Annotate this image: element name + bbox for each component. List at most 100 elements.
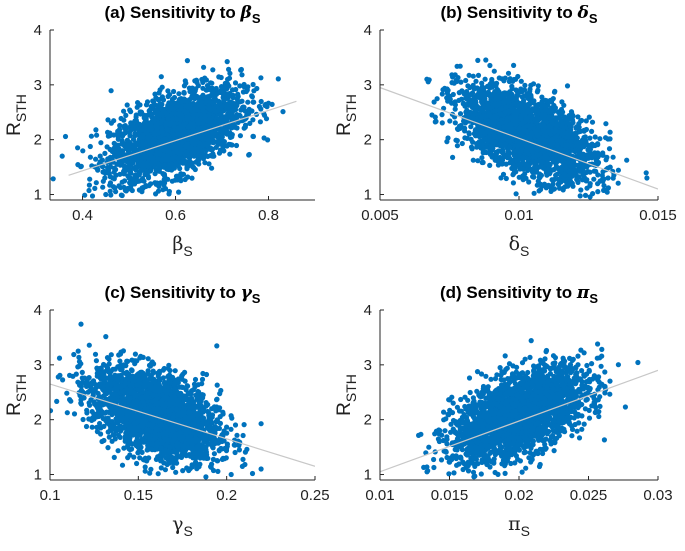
scatter-point: [492, 89, 498, 95]
scatter-point: [254, 85, 260, 92]
scatter-point: [181, 108, 187, 114]
scatter-point: [583, 118, 589, 124]
scatter-point: [88, 133, 94, 139]
scatter-point: [133, 112, 139, 118]
scatter-point: [498, 175, 504, 181]
scatter-point: [256, 103, 262, 110]
scatter-point: [464, 89, 470, 95]
x-axis-label: βS: [172, 233, 192, 259]
scatter-point: [195, 135, 201, 141]
scatter-point: [527, 86, 533, 92]
scatter-point: [574, 135, 580, 141]
scatter-point: [105, 117, 111, 123]
scatter-point: [153, 191, 159, 197]
scatter-point: [94, 132, 100, 138]
scatter-point: [554, 121, 560, 127]
scatter-point: [280, 109, 286, 115]
scatter-point: [595, 154, 601, 160]
scatter-point: [103, 191, 109, 198]
scatter-point: [191, 112, 197, 118]
scatter-point: [546, 164, 552, 170]
scatter-point: [499, 120, 505, 126]
scatter-point: [50, 176, 56, 182]
scatter-point: [117, 122, 123, 129]
scatter-point: [439, 120, 445, 126]
scatter-point: [480, 150, 486, 156]
scatter-point: [195, 127, 201, 133]
scatter-point: [514, 143, 521, 149]
scatter-point: [117, 126, 123, 133]
scatter-point: [513, 87, 519, 93]
scatter-point: [529, 149, 536, 155]
scatter-point: [538, 162, 544, 169]
scatter-point: [127, 133, 133, 139]
scatter-point: [439, 112, 445, 118]
scatter-point: [450, 74, 456, 80]
scatter-point: [82, 192, 88, 198]
scatter-point: [250, 133, 256, 140]
scatter-point: [440, 87, 446, 93]
scatter-point: [491, 68, 497, 74]
scatter-point: [183, 144, 189, 150]
scatter-point: [121, 171, 127, 177]
scatter-point: [207, 93, 213, 99]
scatter-point: [570, 183, 576, 189]
scatter-point: [568, 109, 575, 115]
scatter-point: [561, 114, 567, 120]
scatter-point: [487, 162, 493, 168]
scatter-point: [123, 145, 129, 151]
scatter-point: [111, 140, 117, 146]
scatter-point: [500, 147, 506, 153]
scatter-point: [496, 107, 502, 113]
scatter-point: [160, 187, 166, 193]
scatter-point: [144, 160, 150, 167]
scatter-point: [452, 106, 458, 112]
scatter-point: [590, 191, 596, 197]
scatter-point: [432, 114, 438, 120]
scatter-point: [473, 78, 479, 84]
scatter-point: [98, 140, 104, 146]
scatter-point: [470, 139, 476, 145]
scatter-point: [178, 171, 184, 177]
scatter-point: [484, 105, 490, 112]
scatter-point: [505, 99, 511, 105]
scatter-point: [459, 140, 465, 147]
scatter-point: [582, 134, 588, 140]
scatter-point: [604, 154, 610, 160]
scatter-point: [538, 123, 544, 129]
scatter-point: [218, 108, 224, 114]
scatter-point: [475, 158, 481, 164]
scatter-point: [533, 144, 539, 150]
scatter-point: [455, 126, 461, 132]
scatter-point: [182, 176, 188, 183]
scatter-point: [567, 176, 573, 183]
scatter-point: [228, 99, 234, 105]
scatter-point: [178, 159, 184, 165]
scatter-point: [209, 153, 216, 159]
scatter-point: [172, 177, 178, 183]
scatter-point: [531, 154, 537, 160]
scatter-point: [108, 120, 114, 126]
scatter-point: [237, 113, 243, 119]
y-tick-label: 4: [34, 22, 42, 39]
scatter-point: [532, 169, 538, 175]
scatter-point: [162, 162, 168, 168]
scatter-point: [474, 141, 480, 147]
scatter-point: [425, 79, 431, 85]
scatter-point: [223, 103, 230, 109]
scatter-point: [566, 158, 573, 164]
scatter-point: [562, 143, 568, 149]
scatter-point: [474, 103, 480, 110]
scatter-point: [265, 137, 271, 143]
panel-title-symbol: β: [240, 3, 252, 23]
scatter-point: [197, 145, 203, 151]
scatter-point: [166, 157, 172, 163]
scatter-point: [603, 121, 609, 127]
scatter-point: [264, 104, 270, 110]
scatter-point: [242, 108, 248, 114]
scatter-point: [434, 96, 440, 102]
scatter-point: [531, 98, 537, 104]
scatter-point: [114, 151, 120, 157]
scatter-point: [143, 122, 149, 128]
